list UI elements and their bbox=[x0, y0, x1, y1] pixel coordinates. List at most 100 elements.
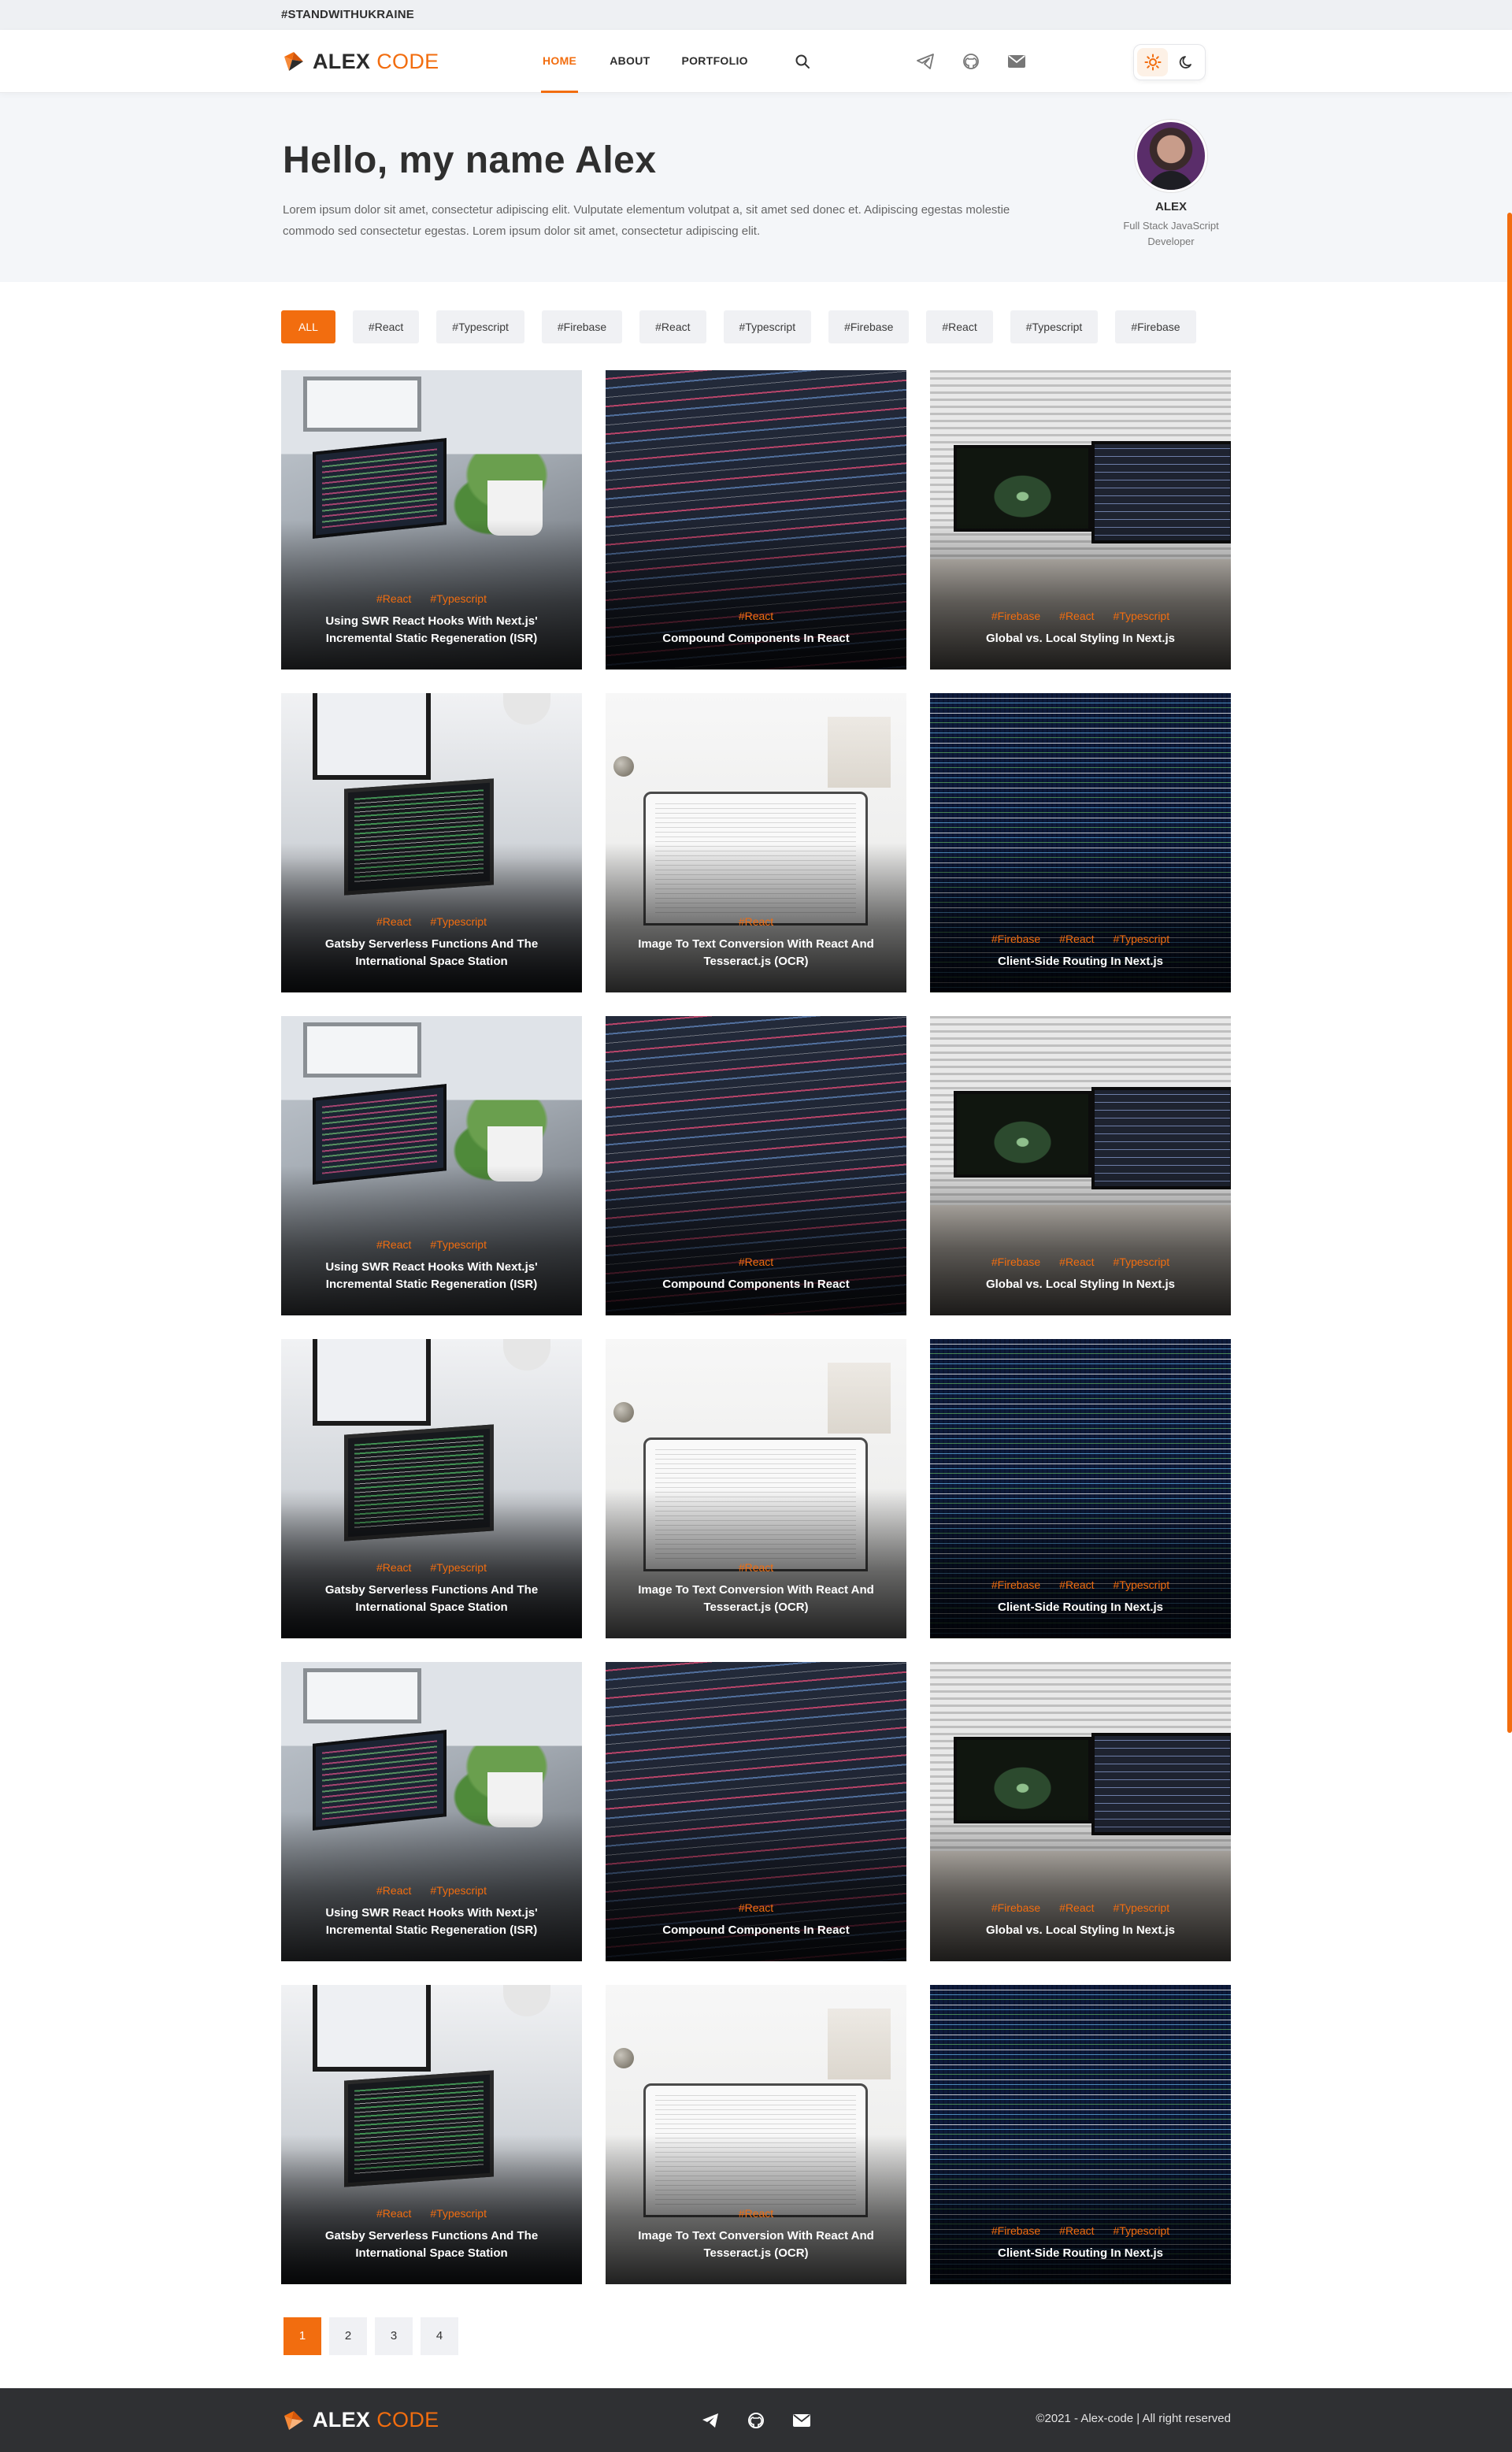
post-tag[interactable]: #Firebase bbox=[991, 933, 1041, 945]
post-card[interactable]: #React #Typescript Using SWR React Hooks W… bbox=[281, 1016, 582, 1315]
page-button[interactable]: 3 bbox=[375, 2317, 413, 2355]
mail-icon[interactable] bbox=[1004, 49, 1029, 74]
post-card[interactable]: #React #Typescript Using SWR React Hooks W… bbox=[281, 1662, 582, 1961]
filter-tag[interactable]: #React bbox=[352, 310, 420, 343]
post-tag[interactable]: #Typescript bbox=[430, 1561, 487, 1574]
post-card[interactable]: #React Image To Text Conversion With Reac… bbox=[606, 1985, 906, 2284]
filter-tag[interactable]: #Typescript bbox=[436, 310, 524, 343]
filter-tag[interactable]: #Typescript bbox=[723, 310, 812, 343]
filter-all[interactable]: ALL bbox=[281, 310, 335, 343]
post-card[interactable]: #Firebase #React #Typescript Client-Side Ro… bbox=[930, 1985, 1231, 2284]
post-title[interactable]: Global vs. Local Styling In Next.js bbox=[985, 1278, 1176, 1291]
page-button[interactable]: 1 bbox=[284, 2317, 321, 2355]
post-title[interactable]: Using SWR React Hooks With Next.js' Incr… bbox=[325, 1906, 538, 1937]
sun-icon[interactable] bbox=[1137, 48, 1168, 76]
post-tag[interactable]: #Typescript bbox=[1113, 933, 1170, 945]
post-tag[interactable]: #Firebase bbox=[991, 1256, 1041, 1268]
post-tag[interactable]: #React bbox=[1059, 2224, 1095, 2237]
post-title[interactable]: Compound Components In React bbox=[662, 1923, 850, 1937]
post-title[interactable]: Using SWR React Hooks With Next.js' Incr… bbox=[325, 614, 538, 645]
filter-tag[interactable]: #Firebase bbox=[828, 310, 910, 343]
post-tag[interactable]: #Typescript bbox=[1113, 1901, 1170, 1914]
nav-about[interactable]: ABOUT bbox=[610, 54, 650, 67]
post-tag[interactable]: #React bbox=[738, 915, 774, 928]
post-tag[interactable]: #Firebase bbox=[991, 2224, 1041, 2237]
post-tag[interactable]: #React bbox=[738, 1256, 774, 1268]
post-title[interactable]: Client-Side Routing In Next.js bbox=[997, 1601, 1163, 1614]
theme-toggle[interactable] bbox=[1133, 44, 1206, 80]
post-tag[interactable]: #Typescript bbox=[430, 592, 487, 605]
post-title[interactable]: Gatsby Serverless Functions And The Inte… bbox=[324, 1583, 539, 1614]
post-title[interactable]: Gatsby Serverless Functions And The Inte… bbox=[324, 2229, 539, 2260]
post-card[interactable]: #React #Typescript Gatsby Serverless Funct… bbox=[281, 1985, 582, 2284]
post-tag[interactable]: #React bbox=[376, 2207, 412, 2220]
post-tag[interactable]: #Firebase bbox=[991, 1901, 1041, 1914]
post-card[interactable]: #React Compound Components In React bbox=[606, 1662, 906, 1961]
nav-home[interactable]: HOME bbox=[541, 30, 579, 93]
post-tag[interactable]: #React bbox=[1059, 1901, 1095, 1914]
post-tag[interactable]: #Firebase bbox=[991, 1578, 1041, 1591]
filter-tag[interactable]: #Typescript bbox=[1010, 310, 1099, 343]
post-card[interactable]: #Firebase #React #Typescript Global vs. Loc… bbox=[930, 1016, 1231, 1315]
post-card[interactable]: #React #Typescript Gatsby Serverless Funct… bbox=[281, 693, 582, 992]
post-tag[interactable]: #Typescript bbox=[430, 915, 487, 928]
post-card[interactable]: #Firebase #React #Typescript Global vs. Loc… bbox=[930, 370, 1231, 670]
post-title[interactable]: Compound Components In React bbox=[662, 632, 850, 645]
post-title[interactable]: Gatsby Serverless Functions And The Inte… bbox=[324, 937, 539, 968]
post-tag[interactable]: #Typescript bbox=[1113, 1578, 1170, 1591]
post-title[interactable]: Image To Text Conversion With React And … bbox=[638, 1583, 874, 1614]
post-tag[interactable]: #React bbox=[738, 610, 774, 622]
post-tag[interactable]: #React bbox=[376, 1238, 412, 1251]
post-title[interactable]: Global vs. Local Styling In Next.js bbox=[985, 1923, 1176, 1937]
post-card[interactable]: #React #Typescript Gatsby Serverless Funct… bbox=[281, 1339, 582, 1638]
post-tag[interactable]: #React bbox=[738, 1561, 774, 1574]
nav-portfolio[interactable]: PORTFOLIO bbox=[681, 54, 748, 67]
post-tag[interactable]: #Typescript bbox=[430, 2207, 487, 2220]
post-tag[interactable]: #Typescript bbox=[430, 1238, 487, 1251]
page-button[interactable]: 2 bbox=[329, 2317, 367, 2355]
site-logo[interactable]: ALEX CODE bbox=[281, 49, 439, 74]
post-card[interactable]: #React Image To Text Conversion With Reac… bbox=[606, 1339, 906, 1638]
post-card[interactable]: #React #Typescript Using SWR React Hooks W… bbox=[281, 370, 582, 670]
mail-icon[interactable] bbox=[790, 2409, 813, 2432]
post-tag[interactable]: #React bbox=[1059, 1256, 1095, 1268]
telegram-icon[interactable] bbox=[913, 49, 938, 74]
post-title[interactable]: Client-Side Routing In Next.js bbox=[997, 2246, 1163, 2260]
post-tag[interactable]: #Typescript bbox=[1113, 2224, 1170, 2237]
filter-tag[interactable]: #Firebase bbox=[541, 310, 623, 343]
post-card[interactable]: #React Image To Text Conversion With Reac… bbox=[606, 693, 906, 992]
post-card[interactable]: #Firebase #React #Typescript Client-Side Ro… bbox=[930, 693, 1231, 992]
post-title[interactable]: Compound Components In React bbox=[662, 1278, 850, 1291]
post-tag[interactable]: #Typescript bbox=[1113, 610, 1170, 622]
post-tag[interactable]: #React bbox=[1059, 1578, 1095, 1591]
post-title[interactable]: Image To Text Conversion With React And … bbox=[638, 937, 874, 968]
post-tag[interactable]: #Typescript bbox=[1113, 1256, 1170, 1268]
moon-icon[interactable] bbox=[1171, 48, 1202, 76]
post-tag[interactable]: #React bbox=[376, 915, 412, 928]
post-card[interactable]: #React Compound Components In React bbox=[606, 1016, 906, 1315]
post-tag[interactable]: #Typescript bbox=[430, 1884, 487, 1897]
post-title[interactable]: Using SWR React Hooks With Next.js' Incr… bbox=[325, 1260, 538, 1291]
filter-tag[interactable]: #Firebase bbox=[1115, 310, 1196, 343]
github-icon[interactable] bbox=[744, 2409, 768, 2432]
post-tag[interactable]: #React bbox=[376, 1884, 412, 1897]
filter-tag[interactable]: #React bbox=[926, 310, 993, 343]
post-title[interactable]: Global vs. Local Styling In Next.js bbox=[985, 632, 1176, 645]
post-tag[interactable]: #React bbox=[376, 592, 412, 605]
github-icon[interactable] bbox=[958, 49, 984, 74]
post-card[interactable]: #Firebase #React #Typescript Client-Side Ro… bbox=[930, 1339, 1231, 1638]
page-button[interactable]: 4 bbox=[421, 2317, 458, 2355]
search-icon[interactable] bbox=[791, 50, 813, 72]
telegram-icon[interactable] bbox=[699, 2409, 722, 2432]
post-card[interactable]: #React Compound Components In React bbox=[606, 370, 906, 670]
post-tag[interactable]: #React bbox=[738, 2207, 774, 2220]
post-title[interactable]: Image To Text Conversion With React And … bbox=[638, 2229, 874, 2260]
footer-logo[interactable]: ALEX CODE bbox=[281, 2408, 439, 2433]
post-tag[interactable]: #React bbox=[376, 1561, 412, 1574]
post-card[interactable]: #Firebase #React #Typescript Global vs. Loc… bbox=[930, 1662, 1231, 1961]
post-tag[interactable]: #React bbox=[738, 1901, 774, 1914]
post-title[interactable]: Client-Side Routing In Next.js bbox=[997, 955, 1163, 968]
post-tag[interactable]: #Firebase bbox=[991, 610, 1041, 622]
post-tag[interactable]: #React bbox=[1059, 610, 1095, 622]
filter-tag[interactable]: #React bbox=[639, 310, 706, 343]
